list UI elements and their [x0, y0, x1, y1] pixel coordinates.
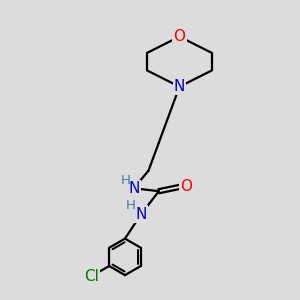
Text: O: O — [173, 29, 185, 44]
Text: Cl: Cl — [84, 269, 99, 284]
Text: N: N — [128, 181, 140, 196]
Text: O: O — [181, 179, 193, 194]
Text: H: H — [121, 173, 130, 187]
Text: N: N — [174, 79, 185, 94]
Text: N: N — [136, 207, 147, 222]
Text: H: H — [126, 200, 136, 212]
